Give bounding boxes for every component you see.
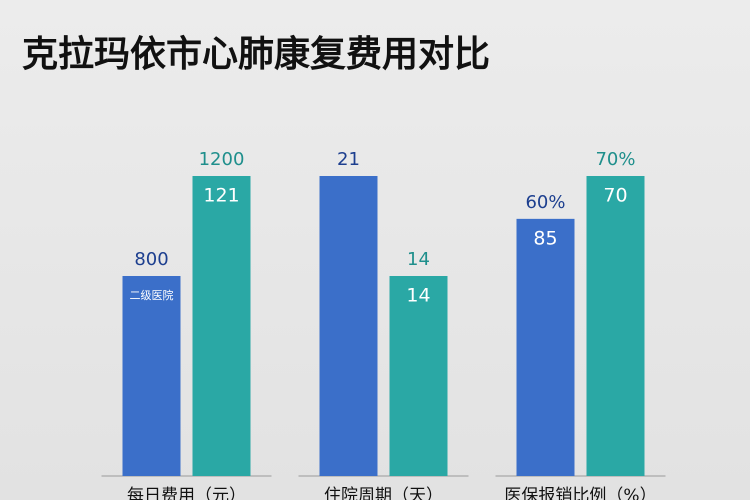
bar	[319, 176, 378, 476]
value-label: 800	[134, 249, 168, 270]
x-tick-label: 医保报销比例（%）	[504, 486, 656, 500]
value-label: 21	[337, 149, 360, 170]
value-label: 60%	[525, 192, 565, 213]
x-tick-label: 每日费用（元）	[127, 486, 246, 500]
inner-label: 二级医院	[130, 288, 174, 302]
x-tick-label: 住院周期（天）	[324, 486, 443, 500]
inner-label: 14	[406, 285, 430, 307]
bar	[122, 276, 181, 476]
bar	[586, 176, 645, 476]
value-label: 70%	[595, 149, 635, 170]
chart-title: 克拉玛依市心肺康复费用对比	[22, 33, 490, 75]
bar	[389, 276, 448, 476]
inner-label: 121	[203, 185, 239, 207]
value-label: 14	[407, 249, 430, 270]
bar	[516, 218, 575, 476]
value-label: 1200	[199, 149, 245, 170]
bar	[192, 176, 251, 476]
inner-label: 85	[533, 227, 557, 249]
inner-label: 70	[603, 185, 627, 207]
